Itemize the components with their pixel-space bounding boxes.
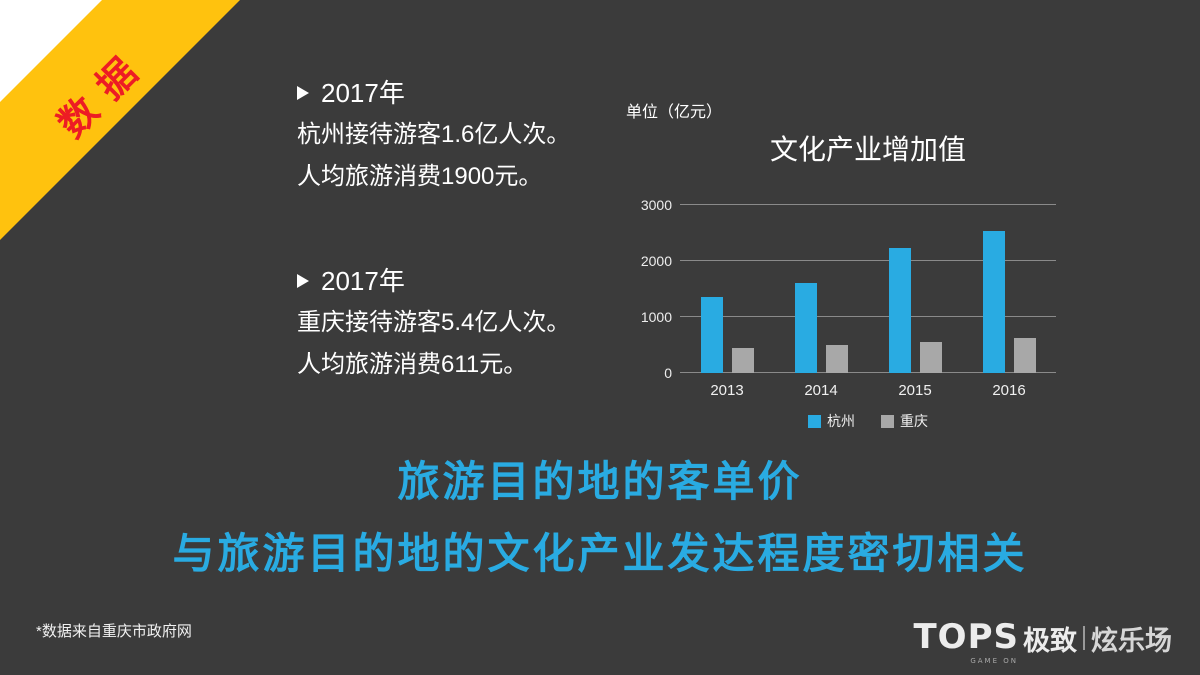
legend-item-重庆: 重庆 [881,411,928,431]
fact-line: 人均旅游消费611元。 [297,351,528,378]
chart-title: 文化产业增加值 [769,134,966,165]
chart-x-axis-labels: 2013 2014 2015 2016 [680,382,1056,399]
fact-line: 杭州接待游客1.6亿人次。 [297,121,571,148]
bar-杭州-2014 [794,283,817,373]
legend-swatch-重庆 [881,414,894,428]
fact-year-line: 2017年 [297,260,570,302]
fact-year: 2017年 [321,78,405,108]
facts-panel: 2017年 杭州接待游客1.6亿人次。 人均旅游消费1900元。 2017年 重… [297,72,570,386]
bar-杭州-2016 [982,231,1005,373]
fact-year: 2017年 [321,266,405,296]
bar-chart: 单位（亿元） 文化产业增加值 0 1000 2000 3000 2013 2014 201… [618,103,1080,431]
fact-line: 人均旅游消费1900元。 [297,163,543,190]
bar-group-2016 [982,205,1036,373]
fact-line: 重庆接待游客5.4亿人次。 [297,309,571,336]
x-tick-label-2015: 2015 [898,382,932,399]
bar-杭州-2015 [888,248,911,373]
arrowhead-bullet-icon [297,274,309,288]
y-tick-label-1000: 1000 [640,309,672,325]
x-tick-label-2013: 2013 [710,382,744,399]
chart-unit-label: 单位（亿元） [626,104,723,121]
logo-brand-2: 炫乐场 [1091,625,1172,656]
chart-bars [680,205,1056,373]
logo-brand-1: 极致 [1023,625,1077,656]
bar-杭州-2013 [700,297,723,373]
y-tick-label-0: 0 [664,365,672,381]
y-tick-label-2000: 2000 [640,253,672,269]
gridline-2000 [680,260,1056,261]
gridline-0 [680,372,1056,373]
chart-gridlines: 0 1000 2000 3000 [641,198,1056,380]
gridline-1000 [680,316,1056,317]
bar-group-2013 [700,205,754,373]
headline: 旅游目的地的客单价 与旅游目的地的文化产业发达程度密切相关 [0,446,1200,590]
bar-重庆-2015 [919,342,942,373]
bar-重庆-2013 [731,348,754,373]
tops-tagline: GAME ON [970,657,1018,665]
y-tick-label-3000: 3000 [640,197,672,213]
headline-line-2: 与旅游目的地的文化产业发达程度密切相关 [172,530,1028,577]
fact-year-line: 2017年 [297,72,570,114]
bar-group-2014 [794,205,848,373]
bar-重庆-2016 [1013,338,1036,373]
chart-plot-area: 0 1000 2000 3000 [641,198,1056,380]
bar-group-2015 [888,205,942,373]
logo-divider [1083,626,1085,650]
arrowhead-bullet-icon [297,86,309,100]
headline-line-1: 旅游目的地的客单价 [397,458,803,505]
chart-legend: 杭州 重庆 [680,411,1056,431]
brand-logo: TOPS GAME ON 极致 炫乐场 [913,617,1172,665]
fact-block-chongqing: 2017年 重庆接待游客5.4亿人次。 人均旅游消费611元。 [297,260,570,386]
tops-logo-text: TOPS [913,617,1019,657]
gridline-3000 [680,204,1056,205]
legend-label: 杭州 [827,413,855,429]
x-tick-label-2016: 2016 [992,382,1026,399]
bar-重庆-2014 [825,345,848,373]
fact-block-hangzhou: 2017年 杭州接待游客1.6亿人次。 人均旅游消费1900元。 [297,72,570,198]
legend-swatch-杭州 [808,414,821,428]
x-tick-label-2014: 2014 [804,382,838,399]
tops-wordmark: TOPS GAME ON [913,617,1019,665]
legend-item-杭州: 杭州 [808,411,855,431]
legend-label: 重庆 [900,413,928,429]
source-footnote: *数据来自重庆市政府网 [36,623,192,640]
